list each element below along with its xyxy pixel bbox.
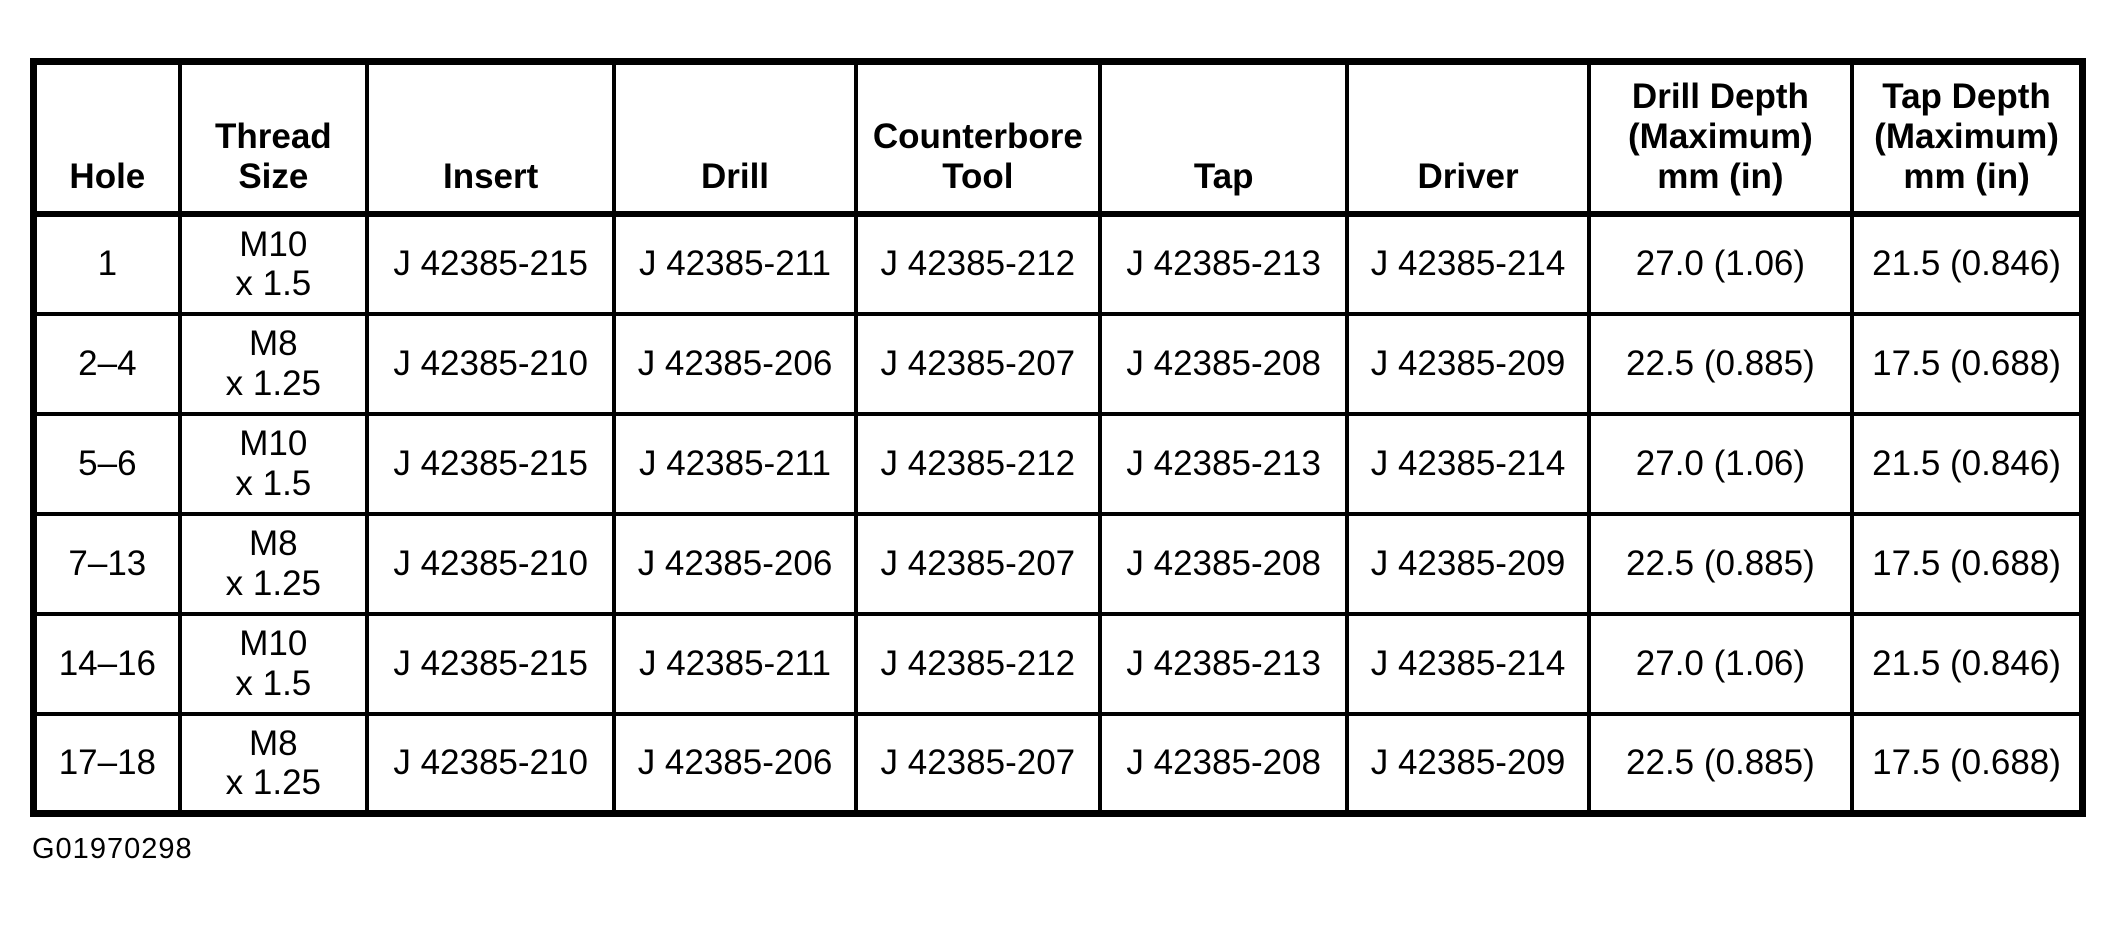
column-header-counterbore-tool: Counterbore Tool [853, 59, 1103, 217]
cell-tap-depth: 21.5 (0.846) [1850, 411, 2085, 516]
column-header-insert: Insert [364, 59, 617, 217]
cell-drill: J 42385-206 [612, 311, 858, 416]
cell-hole: 5–6 [31, 411, 182, 516]
cell-counterbore-tool: J 42385-207 [853, 311, 1103, 416]
table-row: 7–13 M8 x 1.25 J 42385-210 J 42385-206 J… [31, 511, 2085, 616]
cell-driver: J 42385-209 [1345, 711, 1591, 816]
cell-thread-size: M8 x 1.25 [177, 711, 369, 816]
cell-drill: J 42385-211 [612, 611, 858, 716]
cell-insert: J 42385-215 [364, 611, 617, 716]
cell-driver: J 42385-209 [1345, 511, 1591, 616]
cell-thread-size: M10 x 1.5 [177, 411, 369, 516]
thread-insert-tool-spec-table: Hole Thread Size Insert Drill Counterbor… [30, 58, 2086, 817]
cell-thread-size: M8 x 1.25 [177, 311, 369, 416]
cell-counterbore-tool: J 42385-207 [853, 511, 1103, 616]
cell-tap-depth: 21.5 (0.846) [1850, 211, 2085, 316]
cell-thread-size: M10 x 1.5 [177, 611, 369, 716]
cell-drill: J 42385-211 [612, 211, 858, 316]
cell-tap-depth: 17.5 (0.688) [1850, 711, 2085, 816]
figure-id-label: G01970298 [32, 833, 193, 865]
cell-drill-depth: 27.0 (1.06) [1586, 411, 1855, 516]
cell-hole: 7–13 [31, 511, 182, 616]
column-header-tap: Tap [1098, 59, 1350, 217]
cell-insert: J 42385-210 [364, 511, 617, 616]
column-header-tap-depth: Tap Depth (Maximum) mm (in) [1850, 59, 2085, 217]
cell-insert: J 42385-215 [364, 211, 617, 316]
cell-insert: J 42385-210 [364, 311, 617, 416]
cell-counterbore-tool: J 42385-212 [853, 411, 1103, 516]
cell-tap: J 42385-208 [1098, 511, 1350, 616]
column-header-hole: Hole [31, 59, 182, 217]
cell-counterbore-tool: J 42385-212 [853, 211, 1103, 316]
cell-counterbore-tool: J 42385-212 [853, 611, 1103, 716]
cell-counterbore-tool: J 42385-207 [853, 711, 1103, 816]
column-header-thread-size: Thread Size [177, 59, 369, 217]
cell-tap: J 42385-213 [1098, 411, 1350, 516]
cell-driver: J 42385-214 [1345, 611, 1591, 716]
column-header-driver: Driver [1345, 59, 1591, 217]
cell-drill: J 42385-206 [612, 511, 858, 616]
cell-driver: J 42385-214 [1345, 211, 1591, 316]
table-row: 2–4 M8 x 1.25 J 42385-210 J 42385-206 J … [31, 311, 2085, 416]
cell-drill-depth: 22.5 (0.885) [1586, 711, 1855, 816]
column-header-drill: Drill [612, 59, 858, 217]
table-row: 5–6 M10 x 1.5 J 42385-215 J 42385-211 J … [31, 411, 2085, 516]
cell-drill-depth: 22.5 (0.885) [1586, 511, 1855, 616]
cell-drill-depth: 27.0 (1.06) [1586, 211, 1855, 316]
cell-tap: J 42385-208 [1098, 711, 1350, 816]
cell-tap-depth: 21.5 (0.846) [1850, 611, 2085, 716]
cell-hole: 17–18 [31, 711, 182, 816]
cell-drill-depth: 22.5 (0.885) [1586, 311, 1855, 416]
table-header-row: Hole Thread Size Insert Drill Counterbor… [31, 59, 2085, 217]
cell-tap: J 42385-213 [1098, 611, 1350, 716]
cell-tap-depth: 17.5 (0.688) [1850, 511, 2085, 616]
cell-drill-depth: 27.0 (1.06) [1586, 611, 1855, 716]
cell-hole: 2–4 [31, 311, 182, 416]
cell-insert: J 42385-215 [364, 411, 617, 516]
cell-driver: J 42385-209 [1345, 311, 1591, 416]
table-row: 17–18 M8 x 1.25 J 42385-210 J 42385-206 … [31, 711, 2085, 816]
cell-tap: J 42385-208 [1098, 311, 1350, 416]
cell-drill: J 42385-206 [612, 711, 858, 816]
table-row: 14–16 M10 x 1.5 J 42385-215 J 42385-211 … [31, 611, 2085, 716]
cell-thread-size: M8 x 1.25 [177, 511, 369, 616]
cell-drill: J 42385-211 [612, 411, 858, 516]
cell-thread-size: M10 x 1.5 [177, 211, 369, 316]
cell-tap: J 42385-213 [1098, 211, 1350, 316]
cell-tap-depth: 17.5 (0.688) [1850, 311, 2085, 416]
table-row: 1 M10 x 1.5 J 42385-215 J 42385-211 J 42… [31, 211, 2085, 316]
column-header-drill-depth: Drill Depth (Maximum) mm (in) [1586, 59, 1855, 217]
cell-insert: J 42385-210 [364, 711, 617, 816]
cell-driver: J 42385-214 [1345, 411, 1591, 516]
cell-hole: 14–16 [31, 611, 182, 716]
cell-hole: 1 [31, 211, 182, 316]
